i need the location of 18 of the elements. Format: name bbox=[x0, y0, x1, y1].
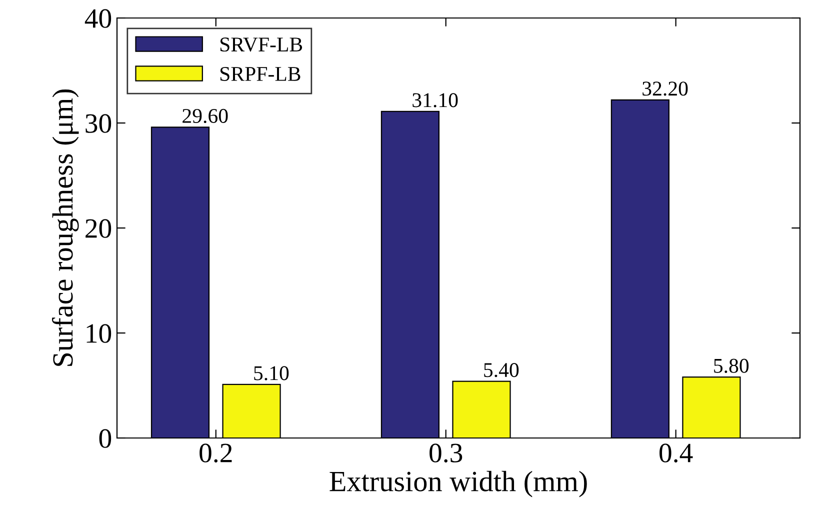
y-tick-label: 10 bbox=[86, 324, 112, 343]
x-tick-label: 0.4 bbox=[660, 444, 693, 463]
legend-label: SRVF-LB bbox=[220, 38, 302, 52]
data-label: 5.10 bbox=[254, 366, 289, 380]
y-tick-label: 40 bbox=[84, 9, 112, 28]
x-tick-label: 0.3 bbox=[430, 444, 462, 463]
x-axis-title: Extrusion width (mm) bbox=[330, 470, 587, 498]
data-label: 5.80 bbox=[714, 358, 749, 373]
legend-label: SRPF-LB bbox=[220, 66, 300, 81]
y-tick-label: 20 bbox=[86, 219, 112, 238]
y-axis-title: Surface roughness (μm) bbox=[52, 89, 79, 366]
y-tick-label: 0 bbox=[99, 429, 112, 448]
data-label: 5.40 bbox=[484, 363, 519, 378]
data-label: 31.10 bbox=[412, 93, 458, 108]
data-label: 32.20 bbox=[642, 82, 688, 96]
x-tick-label: 0.2 bbox=[200, 444, 232, 463]
data-label: 29.60 bbox=[182, 108, 228, 124]
y-tick-label: 30 bbox=[86, 114, 112, 133]
